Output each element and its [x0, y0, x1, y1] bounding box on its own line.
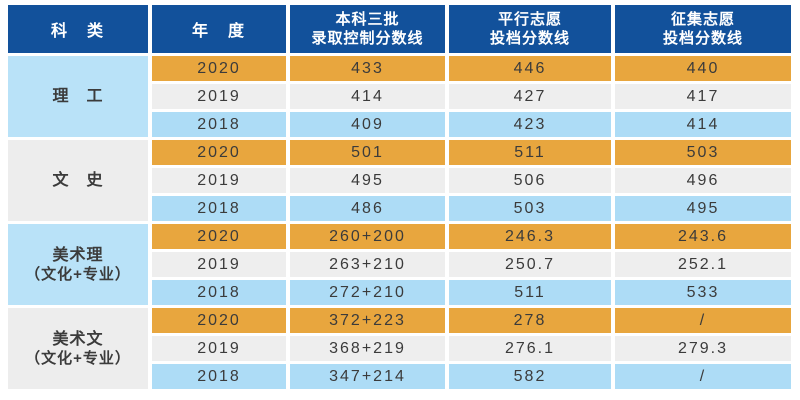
score-cell: 279.3: [615, 336, 791, 361]
score-cell: 260+200: [290, 224, 445, 249]
table-row: 美术理 （文化+专业） 2020 260+200 246.3 243.6: [8, 224, 791, 305]
score-cell: 427: [449, 84, 611, 109]
year-cell: 2019: [152, 84, 286, 109]
score-cell: 503: [615, 140, 791, 165]
header-row: 科 类 年 度 本科三批 录取控制分数线 平行志愿 投档分数线 征集志愿 投档分…: [8, 5, 791, 53]
score-cell: 250.7: [449, 252, 611, 277]
score-cell: 533: [615, 280, 791, 305]
score-cell: 409: [290, 112, 445, 137]
year-cell: 2020: [152, 224, 286, 249]
category-cell-wenshi: 文 史: [8, 140, 148, 221]
score-cell: 495: [290, 168, 445, 193]
score-cell: 243.6: [615, 224, 791, 249]
category-label: 文 史: [52, 171, 104, 189]
year-cell: 2019: [152, 336, 286, 361]
table-row: 2019 368+219 276.1 279.3: [8, 336, 791, 361]
score-cell: 506: [449, 168, 611, 193]
table-row: 2018 486 503 495: [8, 196, 791, 221]
category-sublabel: （文化+专业）: [25, 265, 131, 283]
year-cell: 2020: [152, 56, 286, 81]
score-cell: 347+214: [290, 364, 445, 389]
score-cell: 368+219: [290, 336, 445, 361]
year-cell: 2018: [152, 280, 286, 305]
score-cell: 414: [290, 84, 445, 109]
category-label: 理 工: [52, 87, 104, 105]
year-cell: 2019: [152, 168, 286, 193]
score-cell: 446: [449, 56, 611, 81]
header-cell-parallel-line: 平行志愿 投档分数线: [449, 5, 611, 53]
table-row: 2019 495 506 496: [8, 168, 791, 193]
score-cell: 372+223: [290, 308, 445, 333]
score-cell: 417: [615, 84, 791, 109]
score-cell: 511: [449, 280, 611, 305]
header-cell-category: 科 类: [8, 5, 148, 53]
header-parallel-line1: 平行志愿: [497, 11, 562, 28]
score-cell: 440: [615, 56, 791, 81]
header-cell-collect-line: 征集志愿 投档分数线: [615, 5, 791, 53]
category-sublabel: （文化+专业）: [25, 349, 131, 367]
table-row: 文 史 2020 501 511 503: [8, 140, 791, 221]
table-row: 2018 409 423 414: [8, 112, 791, 137]
score-cell: 414: [615, 112, 791, 137]
score-cell: 272+210: [290, 280, 445, 305]
year-cell: 2018: [152, 364, 286, 389]
year-cell: 2020: [152, 140, 286, 165]
header-batch-line1: 本科三批: [335, 11, 400, 28]
score-cell: 278: [449, 308, 611, 333]
header-parallel-line2: 投档分数线: [489, 30, 570, 47]
score-cell: 263+210: [290, 252, 445, 277]
year-cell: 2018: [152, 112, 286, 137]
score-cell: 486: [290, 196, 445, 221]
year-cell: 2019: [152, 252, 286, 277]
score-cell: 501: [290, 140, 445, 165]
year-cell: 2018: [152, 196, 286, 221]
admission-scores-table: 科 类 年 度 本科三批 录取控制分数线 平行志愿 投档分数线 征集志愿 投档分…: [4, 2, 795, 392]
score-cell: 511: [449, 140, 611, 165]
header-cell-batch-control-line: 本科三批 录取控制分数线: [290, 5, 445, 53]
table-row: 2019 263+210 250.7 252.1: [8, 252, 791, 277]
table-row: 2018 272+210 511 533: [8, 280, 791, 305]
header-collect-line2: 投档分数线: [662, 30, 743, 47]
category-cell-ligong: 理 工: [8, 56, 148, 137]
table-row: 美术文 （文化+专业） 2020 372+223 278 /: [8, 308, 791, 389]
score-cell: /: [615, 308, 791, 333]
score-cell: 252.1: [615, 252, 791, 277]
score-cell: 496: [615, 168, 791, 193]
header-collect-line1: 征集志愿: [670, 11, 735, 28]
table-row: 理 工 2020 433 446 440: [8, 56, 791, 137]
score-cell: 246.3: [449, 224, 611, 249]
score-cell: 495: [615, 196, 791, 221]
score-cell: 276.1: [449, 336, 611, 361]
score-cell: 582: [449, 364, 611, 389]
year-cell: 2020: [152, 308, 286, 333]
score-cell: 433: [290, 56, 445, 81]
category-label: 美术文: [52, 330, 104, 348]
category-cell-meishuli: 美术理 （文化+专业）: [8, 224, 148, 305]
header-batch-line2: 录取控制分数线: [311, 30, 424, 47]
score-cell: 503: [449, 196, 611, 221]
category-label: 美术理: [52, 246, 104, 264]
table-row: 2018 347+214 582 /: [8, 364, 791, 389]
score-cell: /: [615, 364, 791, 389]
score-cell: 423: [449, 112, 611, 137]
header-cell-year: 年 度: [152, 5, 286, 53]
table-row: 2019 414 427 417: [8, 84, 791, 109]
category-cell-meishuwen: 美术文 （文化+专业）: [8, 308, 148, 389]
